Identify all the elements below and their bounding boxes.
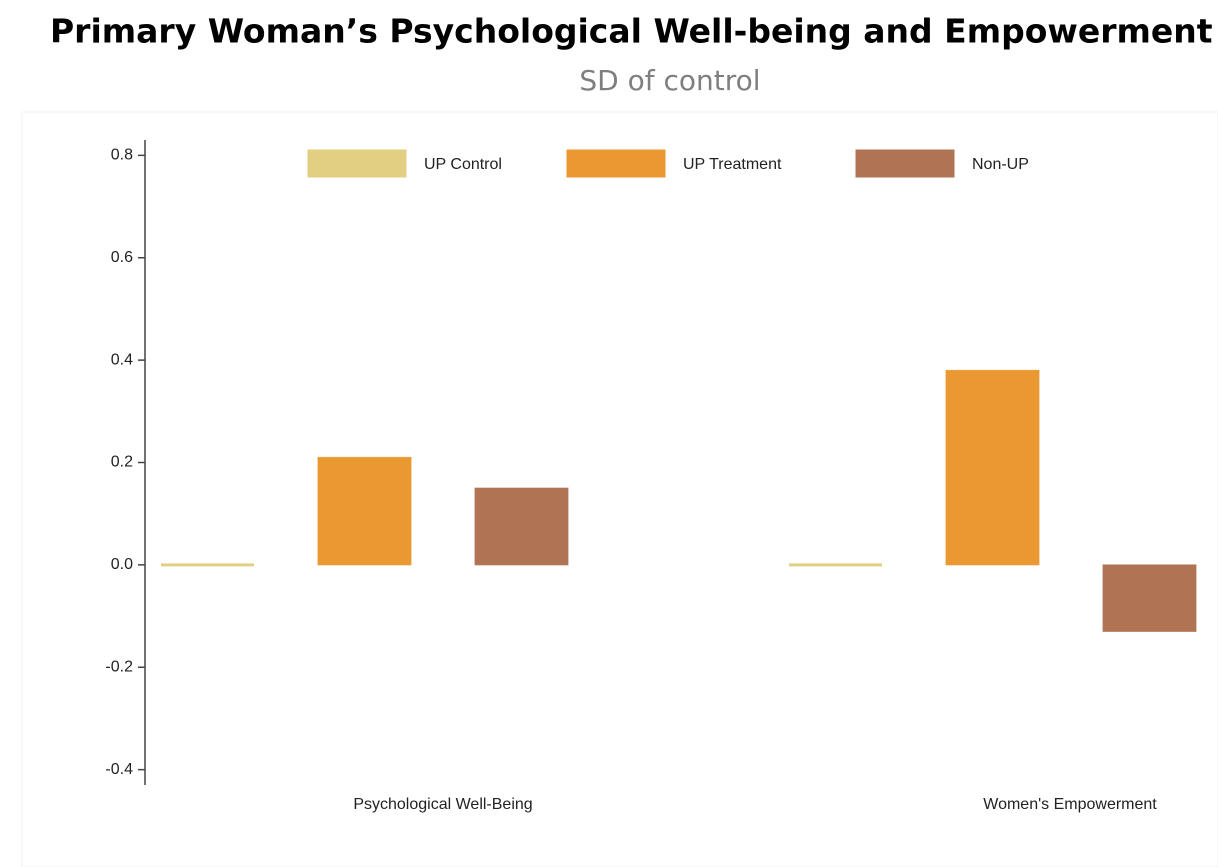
bar xyxy=(161,563,254,567)
legend-swatch xyxy=(307,149,407,178)
bar xyxy=(317,456,412,566)
x-tick-label: Women's Empowerment xyxy=(983,796,1157,813)
y-tick-label: 0.6 xyxy=(111,249,133,266)
legend-swatch xyxy=(566,149,666,178)
chart-subtitle: SD of control xyxy=(579,64,760,97)
y-tick-label: 0.4 xyxy=(111,351,133,368)
y-tick-label: -0.2 xyxy=(105,658,133,675)
chart-title: Primary Woman’s Psychological Well-being… xyxy=(50,12,1213,51)
y-tick-label: 0.8 xyxy=(111,147,133,164)
legend-label: Non-UP xyxy=(972,156,1029,173)
bar xyxy=(789,563,882,567)
bar xyxy=(945,369,1040,566)
y-tick-label: 0.2 xyxy=(111,454,133,471)
bar xyxy=(474,487,569,566)
legend-label: UP Treatment xyxy=(683,156,782,173)
y-tick-label: 0.0 xyxy=(111,556,133,573)
legend-swatch xyxy=(855,149,955,178)
y-tick-label: -0.4 xyxy=(105,761,133,778)
legend-label: UP Control xyxy=(424,156,502,173)
bar xyxy=(1102,564,1197,632)
x-tick-label: Psychological Well-Being xyxy=(353,796,532,813)
